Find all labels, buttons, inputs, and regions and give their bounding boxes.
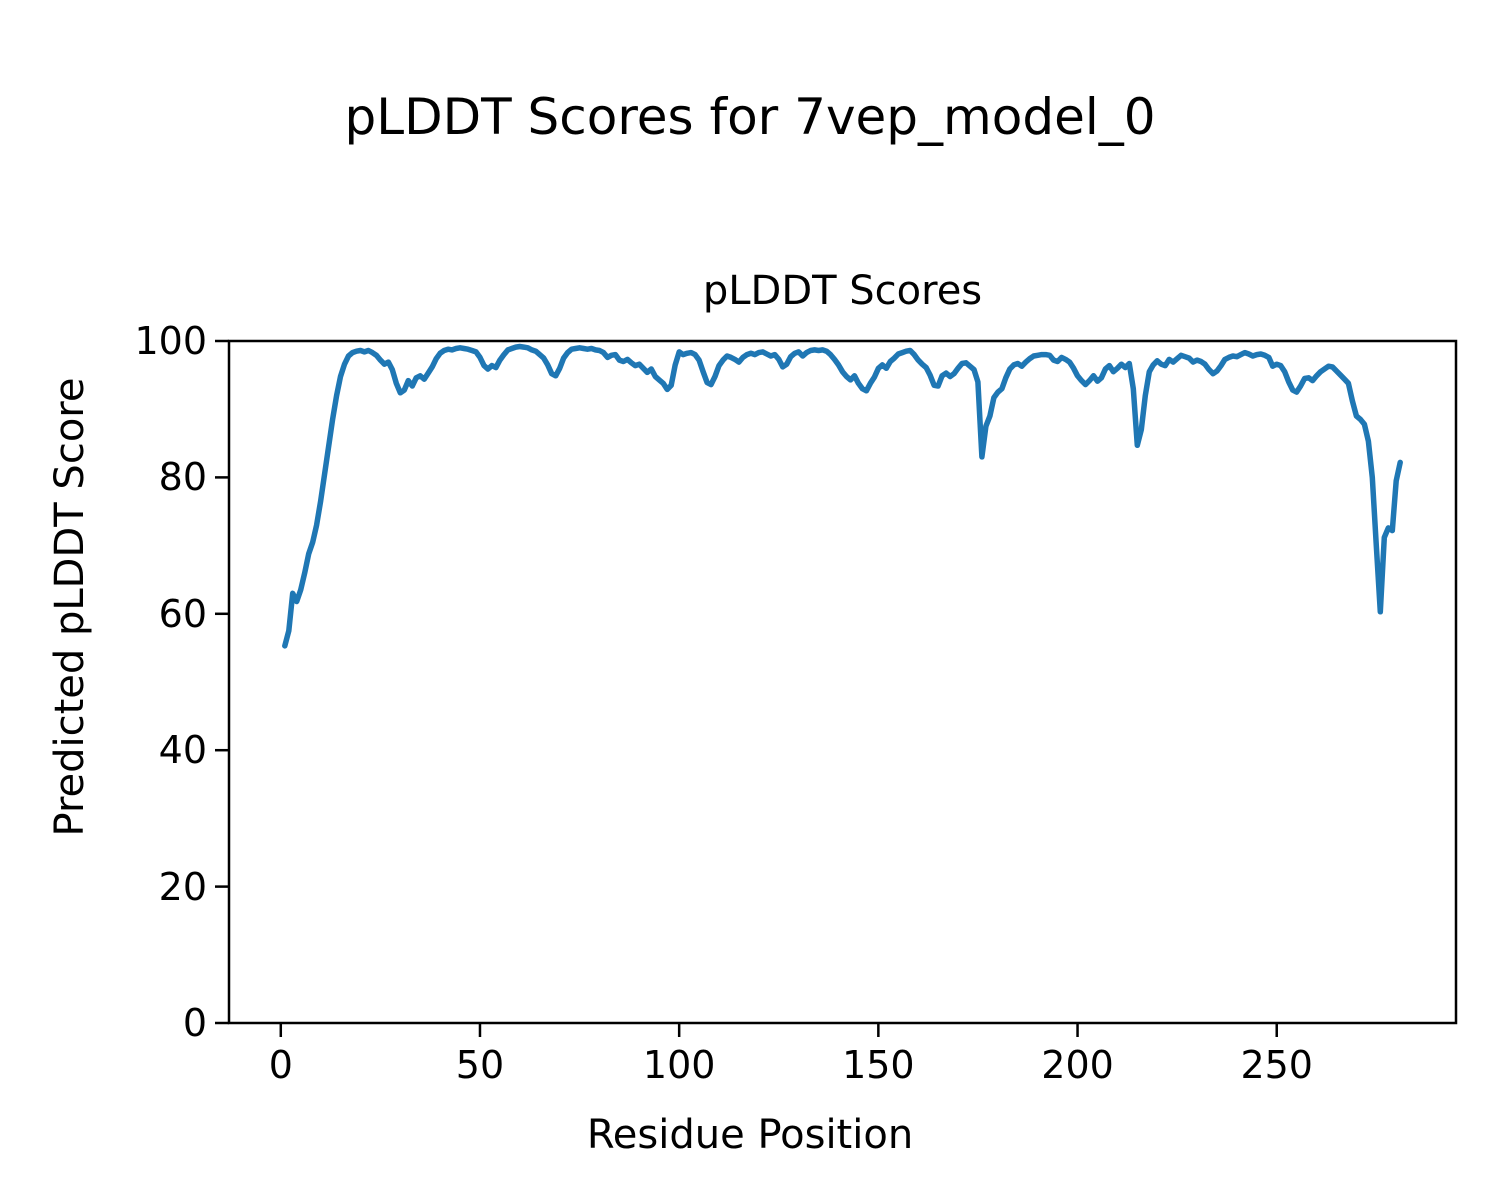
x-tick-label-150: 150 [842,1043,915,1087]
y-tick-label-60: 60 [158,591,207,636]
axes-spines [227,339,1458,1025]
x-tick-label-100: 100 [642,1043,716,1087]
y-tick-label-80: 80 [158,455,207,500]
chart-title: pLDDT Scores [702,268,983,314]
y-tick-label-0: 0 [182,1001,207,1045]
x-axis-label: Residue Position [586,1112,914,1158]
y-tick-label-40: 40 [158,728,207,773]
x-tick-label-200: 200 [1041,1043,1114,1087]
figure-suptitle: pLDDT Scores for 7vep_model_0 [344,88,1156,146]
x-tick-label-50: 50 [455,1043,505,1087]
axis-ticks [215,339,1278,1037]
x-tick-label-250: 250 [1240,1043,1313,1087]
y-tick-label-20: 20 [158,864,207,909]
plddt-line [282,343,1403,649]
y-tick-label-100: 100 [134,319,207,363]
x-tick-label-0: 0 [268,1043,293,1087]
